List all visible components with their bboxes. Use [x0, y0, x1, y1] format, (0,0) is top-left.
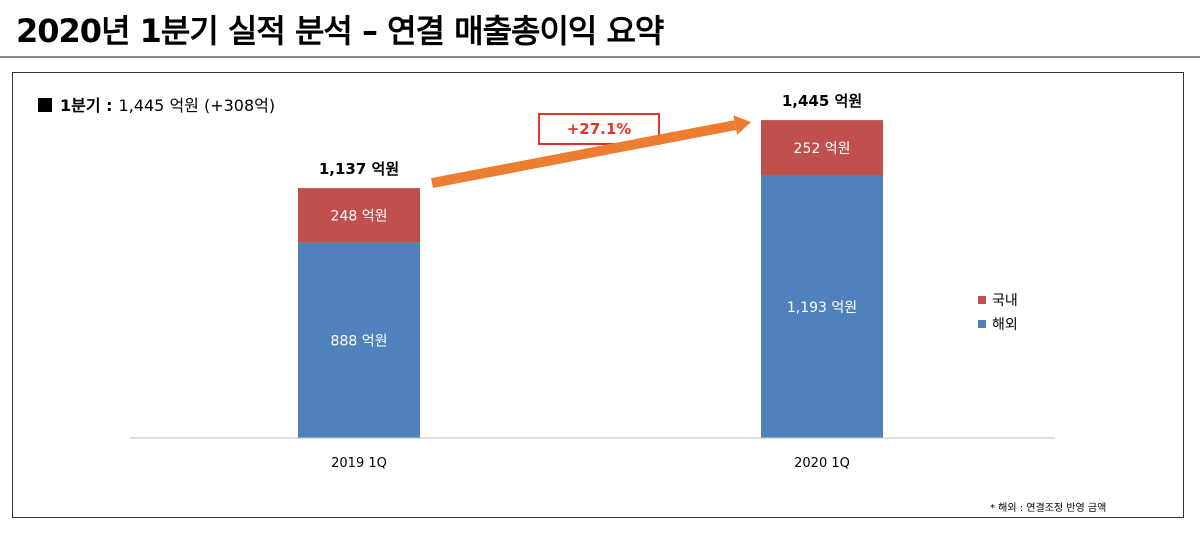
legend-item-overseas: 해외 [978, 312, 1018, 336]
square-bullet-icon [38, 98, 52, 112]
summary-label: 1분기 : [60, 96, 113, 115]
labels-layer: 888 억원 248 억원 1,137 억원 2019 1Q 1,193 억원 252 억… [319, 92, 862, 471]
x-tick-label-1: 2019 1Q [331, 456, 387, 471]
summary-value: 1,445 억원 (+308억) [118, 96, 276, 115]
title-divider [0, 56, 1200, 58]
bar-domestic-1 [298, 188, 420, 243]
legend-item-domestic: 국내 [978, 288, 1018, 312]
growth-arrow-head-icon [733, 115, 751, 135]
total-label-1: 1,137 억원 [319, 160, 399, 178]
bars-layer [298, 120, 883, 439]
growth-rate-badge: +27.1% [538, 113, 660, 145]
bar-label-overseas-2: 1,193 억원 [787, 300, 857, 316]
legend: 국내 해외 [978, 288, 1018, 336]
bar-label-domestic-2: 252 억원 [794, 141, 851, 157]
x-tick-label-2: 2020 1Q [794, 456, 850, 471]
legend-label-overseas: 해외 [992, 317, 1018, 333]
legend-label-domestic: 국내 [992, 293, 1018, 309]
bar-label-overseas-1: 888 억원 [331, 333, 388, 349]
summary-line: 1분기 : 1,445 억원 (+308억) [38, 92, 275, 116]
total-label-2: 1,445 억원 [782, 92, 862, 110]
growth-arrow-shaft [431, 120, 737, 188]
legend-swatch-domestic [978, 296, 986, 304]
legend-swatch-overseas [978, 320, 986, 328]
bar-label-domestic-1: 248 억원 [331, 208, 388, 224]
growth-arrow-layer [431, 115, 751, 188]
bar-domestic-2 [761, 120, 883, 176]
bar-overseas-2 [761, 175, 883, 439]
page-title: 2020년 1분기 실적 분석 – 연결 매출총이익 요약 [16, 12, 664, 50]
bar-overseas-1 [298, 242, 420, 438]
chart-panel [12, 72, 1184, 518]
footnote: * 해외 : 연결조정 반영 금액 [990, 503, 1107, 514]
